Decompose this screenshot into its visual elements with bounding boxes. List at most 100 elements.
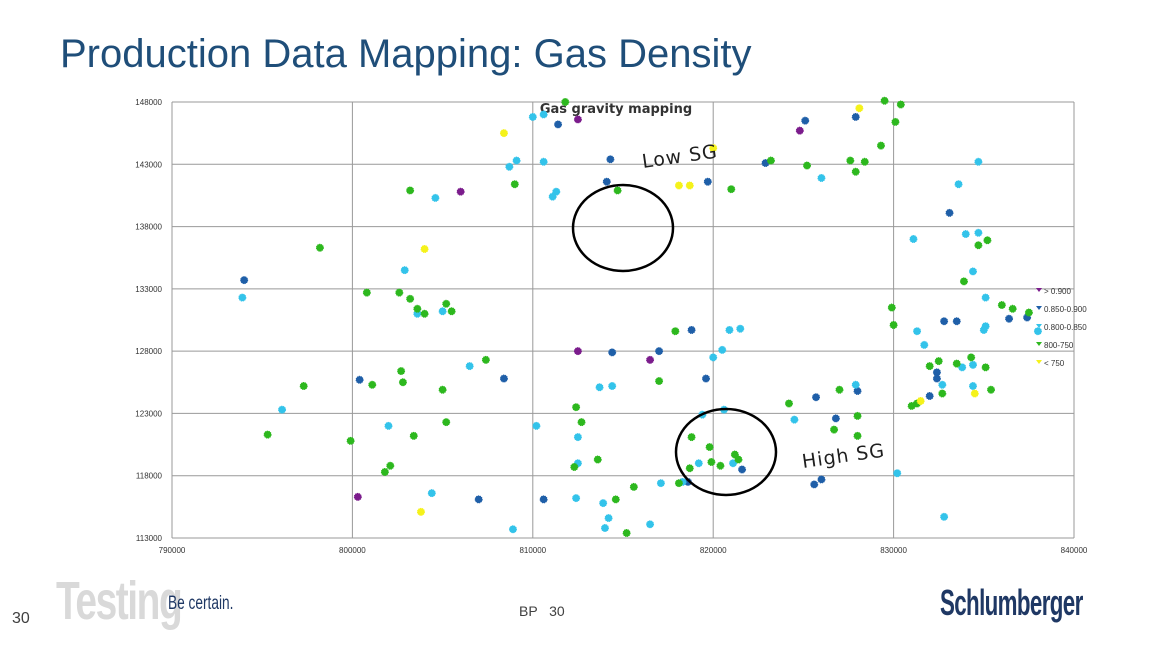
data-point-series-2 <box>539 110 548 119</box>
data-point-series-2 <box>646 520 655 529</box>
y-tick-label: 133000 <box>135 285 162 294</box>
data-point-series-3 <box>447 307 456 316</box>
data-point-series-3 <box>413 304 422 313</box>
data-point-series-1 <box>932 374 941 383</box>
y-tick-label: 118000 <box>136 472 163 481</box>
data-point-series-1 <box>602 177 611 186</box>
data-point-series-3 <box>734 455 743 464</box>
data-point-series-2 <box>940 512 949 521</box>
data-point-series-3 <box>561 98 570 107</box>
data-point-series-2 <box>465 362 474 371</box>
testing-logo: Testing <box>56 571 183 631</box>
data-point-series-2 <box>599 499 608 508</box>
data-point-series-1 <box>474 495 483 504</box>
chart-title: Gas gravity mapping <box>540 102 692 117</box>
data-point-series-3 <box>705 443 714 452</box>
data-point-series-1 <box>687 325 696 334</box>
tick-labels: 790000 800000 810000 820000 830000 840000 1130… <box>135 98 1088 555</box>
data-point-series-3 <box>887 303 896 312</box>
data-point-series-1 <box>701 374 710 383</box>
y-tick-label: 128000 <box>135 347 162 356</box>
data-point-series-3 <box>409 431 418 440</box>
high-sg-annotation: High SG <box>801 440 887 473</box>
data-point-series-3 <box>835 385 844 394</box>
data-point-series-3 <box>577 418 586 427</box>
data-point-series-2 <box>913 327 922 336</box>
data-point-series-3 <box>983 236 992 245</box>
data-point-series-3 <box>674 479 683 488</box>
data-point-series-2 <box>954 180 963 189</box>
data-point-series-1 <box>655 347 664 356</box>
footer-text: BP 30 <box>519 603 565 619</box>
data-point-series-2 <box>238 293 247 302</box>
data-point-series-2 <box>384 421 393 430</box>
data-point-series-3 <box>593 455 602 464</box>
data-point-series-3 <box>803 161 812 170</box>
legend-label: < 750 <box>1044 359 1065 368</box>
data-point-series-4 <box>674 181 683 190</box>
data-point-series-3 <box>938 389 947 398</box>
data-point-series-1 <box>539 495 548 504</box>
data-point-series-1 <box>945 208 954 217</box>
data-point-series-3 <box>846 156 855 165</box>
data-point-series-2 <box>1033 327 1042 336</box>
data-point-series-0 <box>795 126 804 135</box>
y-tick-label: 113000 <box>136 534 163 543</box>
data-point-series-3 <box>860 157 869 166</box>
grid-layer <box>171 101 1075 539</box>
data-point-series-2 <box>572 494 581 503</box>
data-point-series-3 <box>510 180 519 189</box>
data-point-series-1 <box>925 391 934 400</box>
data-point-series-3 <box>655 377 664 386</box>
data-point-series-3 <box>622 529 631 538</box>
data-point-series-2 <box>961 230 970 239</box>
data-point-series-3 <box>1024 308 1033 317</box>
data-point-series-1 <box>801 116 810 125</box>
data-point-series-1 <box>817 475 826 484</box>
data-point-series-3 <box>438 385 447 394</box>
data-point-series-3 <box>395 288 404 297</box>
data-point-series-2 <box>958 363 967 372</box>
data-point-series-3 <box>987 385 996 394</box>
data-point-series-3 <box>959 277 968 286</box>
legend-marker-series-4 <box>1036 360 1042 364</box>
data-point-series-3 <box>613 186 622 195</box>
data-point-series-3 <box>934 357 943 366</box>
data-point-series-0 <box>456 187 465 196</box>
data-point-series-2 <box>968 382 977 391</box>
data-point-series-2 <box>505 162 514 171</box>
data-point-series-3 <box>967 353 976 362</box>
data-point-series-2 <box>729 459 738 468</box>
data-point-series-2 <box>893 469 902 478</box>
data-point-series-3 <box>830 425 839 434</box>
data-point-series-4 <box>685 181 694 190</box>
data-point-series-1 <box>952 317 961 326</box>
data-point-series-1 <box>240 276 249 285</box>
data-point-series-2 <box>400 266 409 275</box>
data-point-series-4 <box>709 144 718 153</box>
data-point-series-1 <box>554 120 563 129</box>
data-point-series-3 <box>362 288 371 297</box>
data-point-series-2 <box>528 112 537 121</box>
data-point-series-2 <box>694 459 703 468</box>
data-point-series-4 <box>499 129 508 138</box>
data-point-series-1 <box>831 414 840 423</box>
tagline: Be certain. <box>168 593 234 614</box>
data-point-series-2 <box>979 325 988 334</box>
data-point-series-2 <box>920 340 929 349</box>
data-point-series-1 <box>499 374 508 383</box>
data-point-series-0 <box>573 115 582 124</box>
data-point-series-3 <box>851 167 860 176</box>
legend-marker-series-1 <box>1036 306 1042 310</box>
x-tick-label: 800000 <box>339 546 366 555</box>
data-point-series-3 <box>572 403 581 412</box>
data-point-series-2 <box>974 157 983 166</box>
data-point-series-2 <box>718 345 727 354</box>
data-point-series-1 <box>932 368 941 377</box>
low-sg-annotation: Low SG <box>641 141 720 173</box>
data-point-series-2 <box>431 193 440 202</box>
y-tick-label: 138000 <box>135 223 162 232</box>
data-point-series-3 <box>876 141 885 150</box>
data-point-series-3 <box>442 418 451 427</box>
data-point-series-3 <box>716 461 725 470</box>
